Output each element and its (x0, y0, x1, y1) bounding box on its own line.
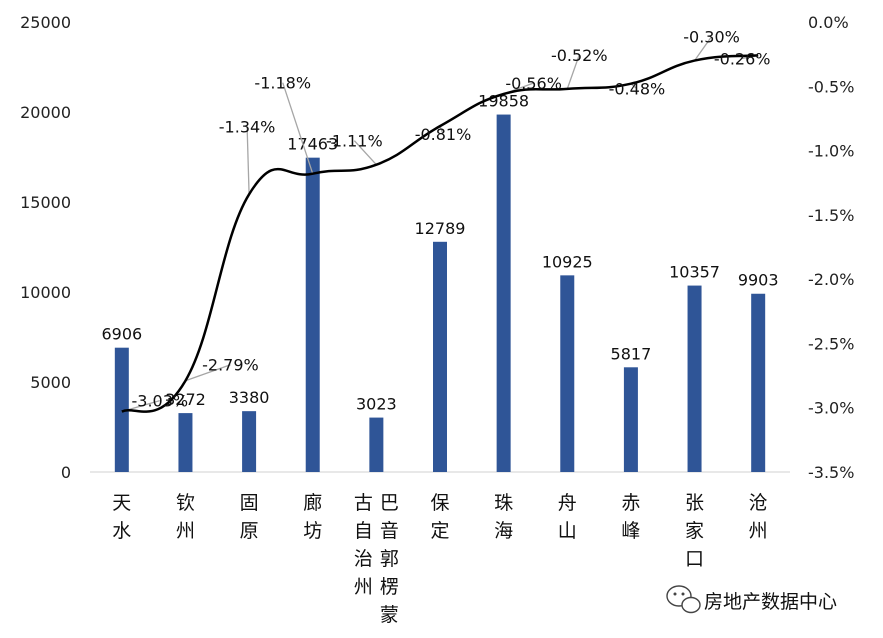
right-tick-label: -2.0% (808, 270, 854, 289)
leader-line (353, 140, 377, 166)
bar-value-label: 12789 (415, 219, 466, 238)
leader-line (282, 82, 314, 174)
left-tick-label: 25000 (20, 13, 71, 32)
category-label-char: 古 (354, 492, 373, 514)
bar (242, 411, 257, 472)
category-label-char: 巴 (380, 492, 399, 514)
leader-line (694, 36, 713, 61)
line-value-label: -0.52% (551, 46, 608, 65)
bar-value-label: 3380 (229, 388, 270, 407)
line-value-label: -0.26% (714, 49, 771, 68)
category-label-char: 坊 (303, 520, 322, 542)
bar (178, 413, 193, 472)
bar-value-label: 5817 (611, 344, 652, 363)
category-label-char: 峰 (621, 520, 640, 542)
line-value-label: -0.48% (609, 80, 666, 99)
category-label-char: 天 (112, 492, 131, 514)
category-label-char: 郭 (380, 548, 399, 570)
category-label-char: 自 (354, 520, 373, 542)
category-label-char: 音 (380, 520, 399, 542)
category-label-char: 廊 (303, 492, 322, 514)
bar (560, 275, 575, 472)
left-tick-label: 5000 (30, 373, 71, 392)
leader-line (246, 126, 250, 195)
category-label-char: 珠 (494, 492, 513, 514)
category-label-char: 治 (354, 548, 373, 570)
line-value-label: -3.03% (132, 392, 189, 411)
bar (496, 114, 511, 472)
right-tick-label: -2.5% (808, 334, 854, 353)
category-label-char: 楞 (380, 576, 399, 598)
left-tick-label: 15000 (20, 193, 71, 212)
category-label-char: 沧 (749, 492, 768, 514)
bar-value-label: 3023 (356, 395, 397, 414)
right-tick-label: -3.0% (808, 399, 854, 418)
right-tick-label: -3.5% (808, 463, 854, 482)
wechat-icon (666, 585, 701, 614)
watermark-text: 房地产数据中心 (704, 591, 837, 613)
line-value-label: -1.18% (254, 74, 311, 93)
bar-value-label: 9903 (738, 271, 779, 290)
category-label-char: 山 (558, 520, 577, 542)
category-label-char: 州 (749, 520, 768, 542)
bar (687, 285, 702, 472)
category-label-char: 定 (430, 520, 449, 542)
line-value-label: -1.34% (219, 117, 276, 136)
bar-value-label: 10357 (669, 263, 720, 282)
category-label-char: 海 (494, 520, 513, 542)
right-tick-label: -1.0% (808, 142, 854, 161)
bar (623, 367, 638, 472)
bar (114, 347, 129, 472)
bar (433, 241, 447, 472)
leader-line (566, 54, 580, 90)
line-value-label: -0.81% (415, 125, 472, 144)
leader-lines (121, 36, 759, 413)
line-data-labels: -3.03% -2.79% -1.34% -1.18% -1.11% -0.81% -0.5… (132, 28, 771, 411)
category-label-char: 州 (176, 520, 195, 542)
bar-value-label: 10925 (542, 252, 593, 271)
watermark: 房地产数据中心 (666, 585, 837, 614)
category-label-char: 水 (112, 520, 131, 542)
category-label-char: 蒙 (380, 604, 399, 626)
bar-value-label: 17463 (287, 135, 338, 154)
right-tick-label: -1.5% (808, 206, 854, 225)
category-label-char: 家 (685, 520, 704, 542)
line-series (121, 54, 759, 413)
right-axis: -3.5% -3.0% -2.5% -2.0% -1.5% -1.0% -0.5% 0.0% (808, 13, 854, 482)
left-axis: 0 5000 10000 15000 20000 25000 (20, 13, 71, 482)
right-tick-label: 0.0% (808, 13, 849, 32)
category-label-char: 口 (685, 548, 704, 570)
bar (369, 417, 384, 472)
leader-line (185, 364, 231, 382)
bar-series (114, 114, 766, 472)
bar-value-label: 19858 (478, 92, 529, 111)
bar-value-label: 6906 (101, 325, 142, 344)
category-label-char: 赤 (621, 492, 640, 514)
left-tick-label: 10000 (20, 283, 71, 302)
leader-line (439, 125, 444, 135)
bar (751, 293, 766, 472)
line-value-label: -1.11% (326, 132, 383, 151)
bar (305, 157, 320, 472)
left-tick-label: 20000 (20, 103, 71, 122)
category-label-char: 舟 (558, 492, 577, 514)
category-label-char: 固 (240, 492, 259, 514)
category-label-char: 原 (240, 520, 259, 542)
line-value-label: -2.79% (202, 356, 259, 375)
right-tick-label: -0.5% (808, 77, 854, 96)
line-value-label: -0.56% (505, 74, 562, 93)
left-tick-label: 0 (61, 463, 71, 482)
category-label-char: 钦 (176, 492, 195, 514)
category-label-char: 州 (354, 576, 373, 598)
line-value-label: -0.30% (683, 28, 740, 47)
category-label-char: 保 (430, 492, 449, 514)
category-label-char: 张 (685, 492, 704, 514)
